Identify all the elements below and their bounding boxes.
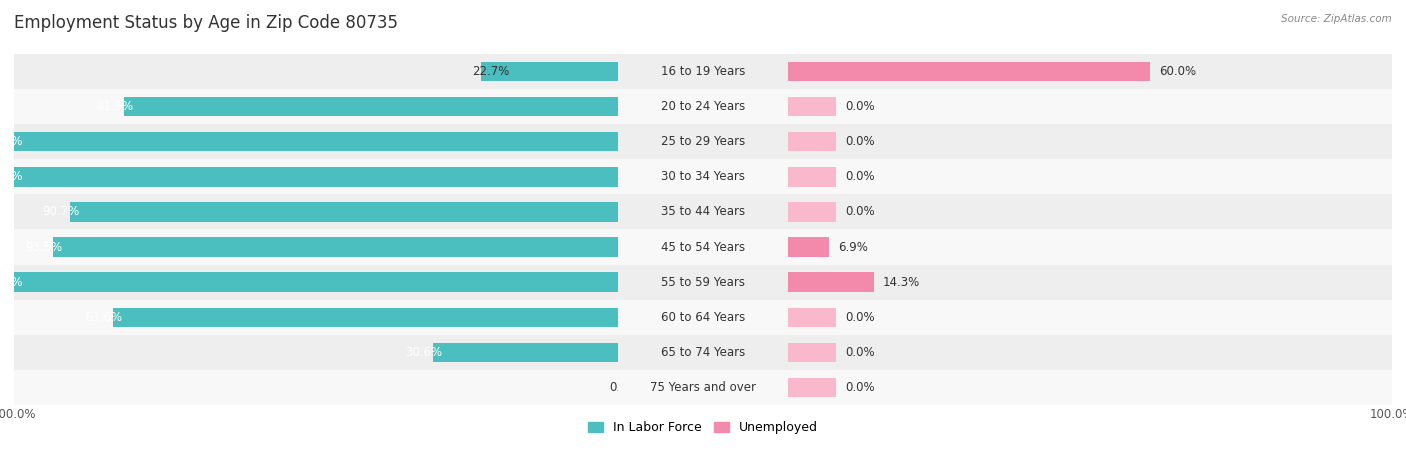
Bar (787, 89, 1392, 124)
Bar (53, 238, 619, 256)
Bar (787, 308, 837, 327)
Bar (787, 265, 1392, 300)
Bar (14, 159, 619, 194)
Text: 22.7%: 22.7% (472, 65, 509, 78)
Text: 100.0%: 100.0% (0, 276, 22, 288)
Text: 25 to 29 Years: 25 to 29 Years (661, 135, 745, 148)
Text: 0.0%: 0.0% (845, 206, 875, 218)
Text: 14.3%: 14.3% (883, 276, 921, 288)
Bar (787, 300, 1392, 335)
Bar (619, 300, 787, 335)
Text: 60.0%: 60.0% (1160, 65, 1197, 78)
Bar (619, 159, 787, 194)
Bar (787, 370, 1392, 405)
Bar (787, 159, 1392, 194)
Text: Source: ZipAtlas.com: Source: ZipAtlas.com (1281, 14, 1392, 23)
Bar (787, 343, 837, 362)
Legend: In Labor Force, Unemployed: In Labor Force, Unemployed (583, 416, 823, 439)
Bar (14, 167, 619, 186)
Bar (787, 194, 1392, 230)
Bar (70, 202, 619, 221)
Text: 55 to 59 Years: 55 to 59 Years (661, 276, 745, 288)
Bar (787, 273, 875, 292)
Bar (787, 124, 1392, 159)
Bar (619, 230, 787, 265)
Bar (619, 124, 787, 159)
Bar (787, 378, 837, 397)
Text: 0.0%: 0.0% (845, 311, 875, 324)
Text: 83.6%: 83.6% (86, 311, 122, 324)
Bar (14, 265, 619, 300)
Bar (787, 230, 1392, 265)
Text: 0.0%: 0.0% (845, 135, 875, 148)
Bar (433, 343, 619, 362)
Text: 30 to 34 Years: 30 to 34 Years (661, 171, 745, 183)
Text: 60 to 64 Years: 60 to 64 Years (661, 311, 745, 324)
Text: 6.9%: 6.9% (838, 241, 869, 253)
Text: Employment Status by Age in Zip Code 80735: Employment Status by Age in Zip Code 807… (14, 14, 398, 32)
Bar (787, 97, 837, 116)
Bar (14, 300, 619, 335)
Text: 0.0%: 0.0% (845, 171, 875, 183)
Text: 35 to 44 Years: 35 to 44 Years (661, 206, 745, 218)
Text: 30.6%: 30.6% (405, 346, 443, 359)
Text: 20 to 24 Years: 20 to 24 Years (661, 100, 745, 113)
Bar (787, 54, 1392, 89)
Bar (787, 167, 837, 186)
Bar (481, 62, 619, 81)
Text: 81.8%: 81.8% (96, 100, 134, 113)
Bar (787, 132, 837, 151)
Bar (14, 370, 619, 405)
Text: 93.5%: 93.5% (25, 241, 62, 253)
Bar (14, 335, 619, 370)
Bar (619, 335, 787, 370)
Bar (14, 124, 619, 159)
Bar (14, 54, 619, 89)
Text: 0.0%: 0.0% (845, 100, 875, 113)
Bar (787, 62, 1150, 81)
Text: 0.0%: 0.0% (845, 381, 875, 394)
Bar (14, 89, 619, 124)
Text: 16 to 19 Years: 16 to 19 Years (661, 65, 745, 78)
Text: 100.0%: 100.0% (0, 135, 22, 148)
Bar (619, 370, 787, 405)
Text: 65 to 74 Years: 65 to 74 Years (661, 346, 745, 359)
Text: 75 Years and over: 75 Years and over (650, 381, 756, 394)
Bar (14, 194, 619, 230)
Text: 0.0%: 0.0% (609, 381, 638, 394)
Bar (619, 89, 787, 124)
Text: 45 to 54 Years: 45 to 54 Years (661, 241, 745, 253)
Bar (619, 54, 787, 89)
Bar (787, 202, 837, 221)
Text: 0.0%: 0.0% (845, 346, 875, 359)
Text: 100.0%: 100.0% (0, 171, 22, 183)
Text: 90.7%: 90.7% (42, 206, 79, 218)
Bar (112, 308, 619, 327)
Bar (124, 97, 619, 116)
Bar (787, 238, 830, 256)
Bar (14, 273, 619, 292)
Bar (14, 230, 619, 265)
Bar (787, 335, 1392, 370)
Bar (619, 194, 787, 230)
Bar (619, 265, 787, 300)
Bar (14, 132, 619, 151)
